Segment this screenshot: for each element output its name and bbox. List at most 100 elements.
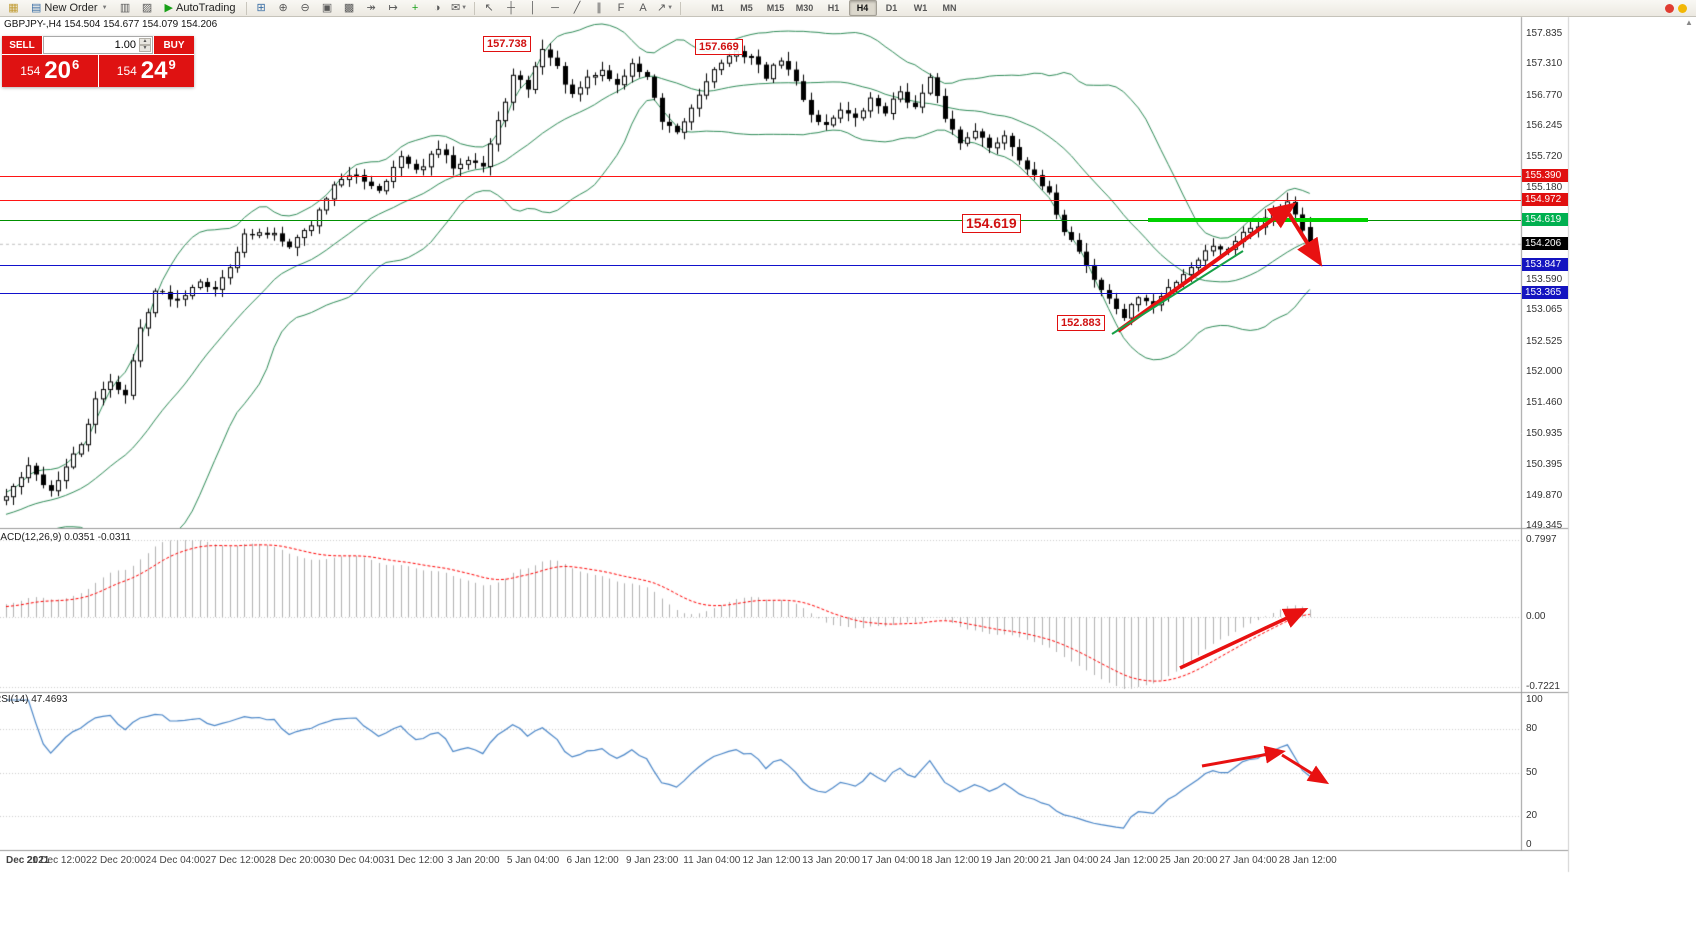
- bid-price-pips: 20: [44, 57, 71, 84]
- time-axis-label: 11 Jan 04:00: [683, 855, 741, 866]
- cursor-icon-icon: ↖: [484, 1, 494, 14]
- time-axis-label: 30 Dec 04:00: [324, 855, 384, 866]
- templates-icon[interactable]: ✉ ▼: [449, 0, 470, 17]
- vertical-line-icon-icon: │: [529, 1, 537, 14]
- time-axis-label: 22 Dec 20:00: [86, 855, 146, 866]
- period-icon[interactable]: ◑: [427, 0, 448, 17]
- time-axis-label: 19 Jan 20:00: [980, 855, 1039, 866]
- price-axis-label: 156.245: [1526, 120, 1563, 132]
- macd-scale-label: 0.00: [1526, 611, 1546, 622]
- time-axis-label: 6 Jan 12:00: [566, 855, 619, 866]
- zoom-in-icon[interactable]: ⊕: [273, 0, 294, 17]
- price-axis-label: 153.065: [1526, 304, 1563, 316]
- bid-price-point: 6: [72, 56, 80, 72]
- buy-button[interactable]: BUY: [154, 36, 194, 54]
- time-axis-label: 28 Dec 20:00: [264, 855, 325, 866]
- crosshair-icon[interactable]: ┼: [501, 0, 522, 17]
- autotrading-button-label: AutoTrading: [176, 2, 236, 14]
- chart-shift-icon[interactable]: ↦: [383, 0, 404, 17]
- time-axis-label: 17 Jan 04:00: [861, 855, 920, 866]
- price-axis-label: 151.460: [1526, 397, 1563, 409]
- text-icon[interactable]: A: [633, 0, 654, 17]
- horizontal-line-icon-icon: ─: [551, 1, 559, 14]
- time-axis-label: 21 Dec 12:00: [26, 855, 86, 866]
- trendline-icon[interactable]: ╱: [567, 0, 588, 17]
- timeframe-m5-button[interactable]: M5: [740, 3, 753, 13]
- time-axis-label: 24 Jan 12:00: [1100, 855, 1158, 866]
- timeframe-mn-button[interactable]: MN: [942, 3, 957, 13]
- zoom-out-icon[interactable]: ⊖: [295, 0, 316, 17]
- chart-info-line: GBPJPY-,H4 154.504 154.677 154.079 154.2…: [4, 19, 218, 30]
- vertical-line-icon[interactable]: │: [523, 0, 544, 17]
- timeframe-h1-button[interactable]: H1: [827, 3, 840, 13]
- new-chart-icon-icon: ⊞: [256, 1, 266, 14]
- timeframe-h4-button[interactable]: H4: [848, 0, 877, 16]
- scroll-up-icon[interactable]: ▲: [1685, 18, 1693, 27]
- auto-scroll-icon[interactable]: ↠: [361, 0, 382, 17]
- volume-value[interactable]: 1.00: [114, 39, 136, 51]
- notification-yellow-icon[interactable]: [1678, 3, 1687, 13]
- bid-price-display[interactable]: 154 20 6: [2, 55, 98, 87]
- tile-windows-icon[interactable]: ▣: [317, 0, 338, 17]
- equidistant-channel-icon[interactable]: ∥: [589, 0, 610, 17]
- rsi-scale-label: 50: [1526, 766, 1538, 778]
- horizontal-line: [0, 175, 1521, 177]
- time-axis-label: 5 Jan 04:00: [506, 855, 560, 866]
- price-callout: 157.669: [695, 39, 743, 55]
- ask-price-display[interactable]: 154 24 9: [98, 55, 194, 87]
- time-axis-label: 31 Dec 12:00: [384, 855, 444, 866]
- profile-save-icon[interactable]: ▨: [137, 0, 158, 17]
- time-axis-label: 27 Dec 12:00: [205, 855, 265, 866]
- one-click-trading-panel: SELL 1.00 ▲ ▼ BUY 154 20 6 154 24 9: [2, 36, 194, 87]
- arrow-objects-icon-icon: ↗: [656, 1, 667, 14]
- caret-down-icon: ▼: [461, 5, 468, 11]
- volume-stepper[interactable]: 1.00 ▲ ▼: [43, 36, 153, 54]
- toolbar-separator: [245, 1, 247, 15]
- time-axis-label: 21 Jan 04:00: [1040, 855, 1099, 866]
- chart-profiles-icon[interactable]: ▥: [115, 0, 136, 17]
- rsi-scale-label: 0: [1526, 839, 1532, 850]
- macd-scale-label: 0.7997: [1526, 533, 1557, 545]
- cascade-windows-icon[interactable]: ▩: [339, 0, 360, 17]
- price-axis-label: 157.310: [1526, 58, 1563, 70]
- cursor-icon[interactable]: ↖: [479, 0, 500, 17]
- toolbar: ▦ ▤ New Order ▼ ▥ ▨ ▶ AutoTrading ⊞ ⊕ ⊖ ▣ ▩ ↠ ↦ + ◑ ✉ ▼ ↖ ┼ │…: [0, 0, 1696, 17]
- cascade-windows-icon-icon: ▩: [343, 1, 355, 14]
- trade-panel-header-row: SELL 1.00 ▲ ▼ BUY: [2, 36, 194, 54]
- new-chart-icon[interactable]: ⊞: [251, 0, 272, 17]
- timeframe-m30-button[interactable]: M30: [795, 3, 814, 13]
- caret-down-icon: ▼: [667, 5, 674, 11]
- add-indicator-icon[interactable]: +: [405, 0, 426, 17]
- price-axis-label: 152.525: [1526, 335, 1563, 347]
- autotrading-button[interactable]: ▶ AutoTrading: [159, 0, 242, 17]
- horizontal-line-icon[interactable]: ─: [545, 0, 566, 17]
- fibonacci-icon[interactable]: F: [611, 0, 632, 17]
- price-axis-label: 156.770: [1526, 89, 1563, 101]
- price-axis-label: 150.395: [1526, 459, 1563, 471]
- timeframe-d1-button[interactable]: D1: [885, 3, 898, 13]
- timeframe-w1-button[interactable]: W1: [913, 3, 928, 13]
- new-order-button-label: New Order: [44, 2, 98, 14]
- sell-button[interactable]: SELL: [2, 36, 42, 54]
- new-order-icon: ▤: [31, 1, 42, 14]
- spin-down-icon[interactable]: ▼: [139, 45, 151, 52]
- timeframe-m15-button[interactable]: M15: [766, 3, 785, 13]
- toolbar-separator: [473, 1, 475, 15]
- price-axis-label: 153.590: [1526, 273, 1563, 285]
- price-axis-label: 149.870: [1526, 489, 1563, 501]
- price-callout: 154.619: [962, 214, 1021, 233]
- arrow-objects-icon[interactable]: ↗ ▼: [655, 0, 676, 17]
- connection-status-red-icon[interactable]: [1665, 3, 1674, 13]
- templates-icon-icon: ✉: [450, 1, 461, 14]
- timeframe-m1-button[interactable]: M1: [711, 3, 724, 13]
- time-axis-label: 9 Jan 23:00: [626, 855, 679, 866]
- spin-up-icon[interactable]: ▲: [139, 38, 151, 45]
- toolbar-status-icons: [1661, 3, 1693, 13]
- chart-window-icon[interactable]: ▦: [3, 0, 24, 17]
- trade-panel-price-row: 154 20 6 154 24 9: [2, 55, 194, 87]
- new-order-button[interactable]: ▤ New Order ▼: [25, 0, 114, 17]
- rsi-scale-label: 100: [1526, 694, 1543, 705]
- time-axis-label: 12 Jan 12:00: [742, 855, 801, 866]
